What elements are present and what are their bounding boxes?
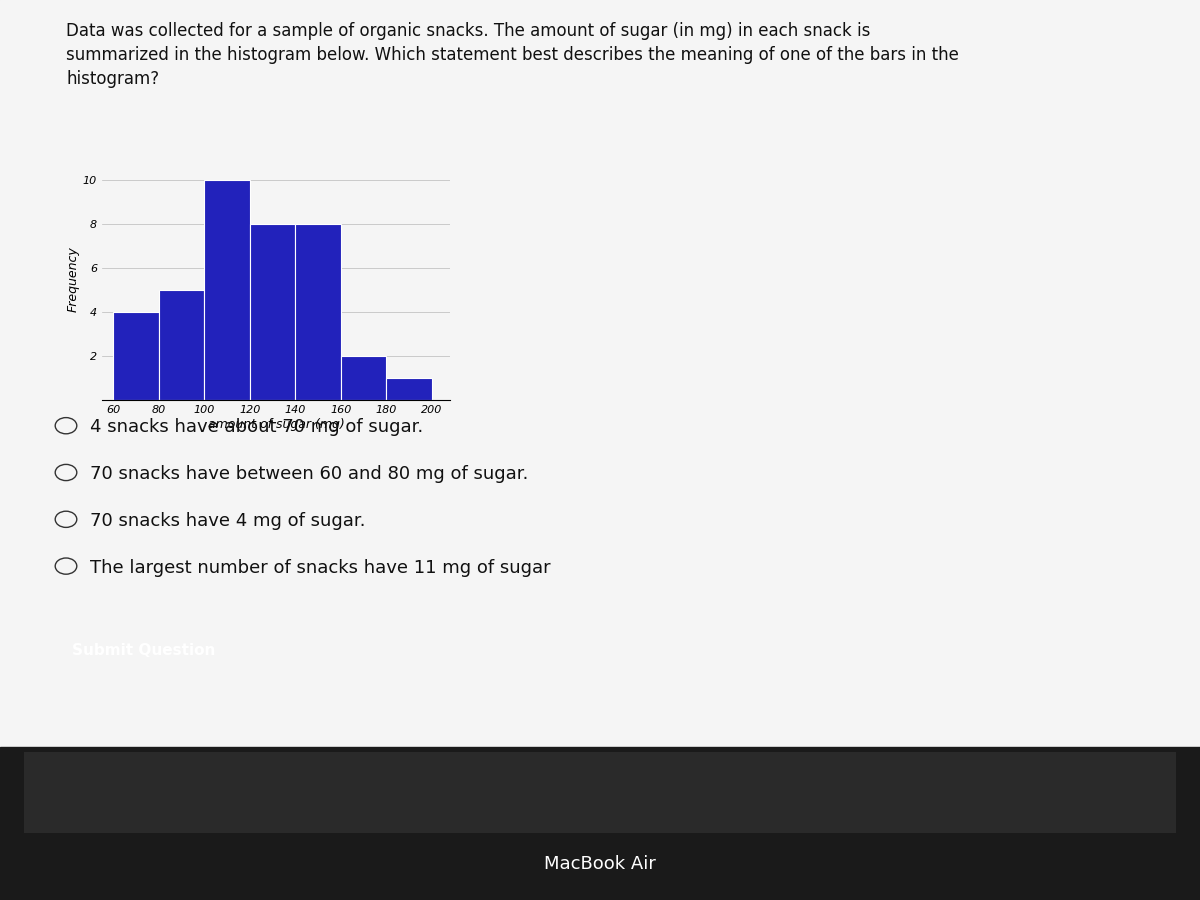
Bar xyxy=(295,224,341,400)
Bar xyxy=(113,312,158,400)
Bar xyxy=(386,378,432,400)
Bar xyxy=(204,180,250,400)
Text: Data was collected for a sample of organic snacks. The amount of sugar (in mg) i: Data was collected for a sample of organ… xyxy=(66,22,959,87)
Bar xyxy=(341,356,386,400)
Text: 70 snacks have between 60 and 80 mg of sugar.: 70 snacks have between 60 and 80 mg of s… xyxy=(90,465,528,483)
Bar xyxy=(158,290,204,400)
Text: Submit Question: Submit Question xyxy=(72,643,216,658)
Text: The largest number of snacks have 11 mg of sugar: The largest number of snacks have 11 mg … xyxy=(90,559,551,577)
X-axis label: amount of sugar (mg): amount of sugar (mg) xyxy=(208,418,344,431)
Text: 4 snacks have about 70 mg of sugar.: 4 snacks have about 70 mg of sugar. xyxy=(90,418,424,436)
Text: 70 snacks have 4 mg of sugar.: 70 snacks have 4 mg of sugar. xyxy=(90,512,366,530)
Bar xyxy=(250,224,295,400)
Y-axis label: Frequency: Frequency xyxy=(67,246,80,312)
Text: MacBook Air: MacBook Air xyxy=(544,855,656,873)
